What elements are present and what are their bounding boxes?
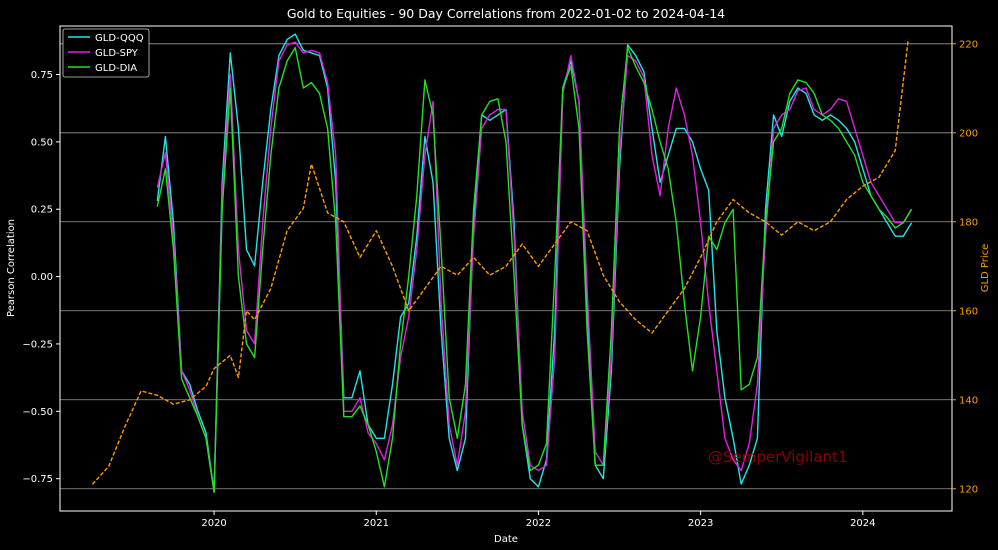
y-tick-label: 0.50: [31, 137, 53, 148]
y-tick-label: 0.25: [31, 205, 53, 216]
series-line-gld-qqq: [156, 33, 913, 493]
x-axis-label: Date: [494, 534, 518, 545]
series-lines: [91, 33, 913, 493]
plot-frame: [59, 25, 953, 512]
y-tick-label: −0.25: [22, 339, 53, 350]
x-tick-label: 2024: [850, 518, 875, 529]
y2-tick-label: 220: [959, 39, 978, 50]
y-tick-label: 0.75: [31, 70, 53, 81]
legend-box: [62, 28, 150, 78]
y2-tick-label: 180: [959, 217, 978, 228]
x-tick-label: 2022: [526, 518, 551, 529]
y2-axis-label: GLD Price: [980, 244, 991, 293]
series-line-gld: [91, 39, 909, 485]
y-tick-label: −0.75: [22, 474, 53, 485]
y2-tick-label: 120: [959, 484, 978, 495]
legend-label-gld-spy: GLD-SPY: [95, 48, 139, 59]
y2-tick-label: 200: [959, 128, 978, 139]
grid-lines: [60, 43, 952, 490]
legend: GLD-QQQ GLD-SPY GLD-DIA: [62, 28, 150, 78]
chart-title: Gold to Equities - 90 Day Correlations f…: [287, 6, 725, 21]
x-tick-label: 2023: [688, 518, 713, 529]
y2-tick-label: 160: [959, 306, 978, 317]
axes: 2020 2021 2022 2023 2024 −0.75 −0.50 −0.25 0.00 0…: [22, 39, 978, 529]
x-tick-label: 2020: [201, 518, 226, 529]
y-tick-label: −0.50: [22, 407, 53, 418]
legend-label-gld-qqq: GLD-QQQ: [95, 33, 144, 44]
y-axis-label: Pearson Correlation: [6, 219, 17, 317]
watermark-annotation: @SemperVigilant1: [708, 448, 847, 466]
y-tick-label: 0.00: [31, 272, 53, 283]
y2-tick-label: 140: [959, 395, 978, 406]
legend-label-gld-dia: GLD-DIA: [95, 63, 137, 74]
series-line-gld-dia: [156, 46, 913, 493]
x-tick-label: 2021: [364, 518, 389, 529]
